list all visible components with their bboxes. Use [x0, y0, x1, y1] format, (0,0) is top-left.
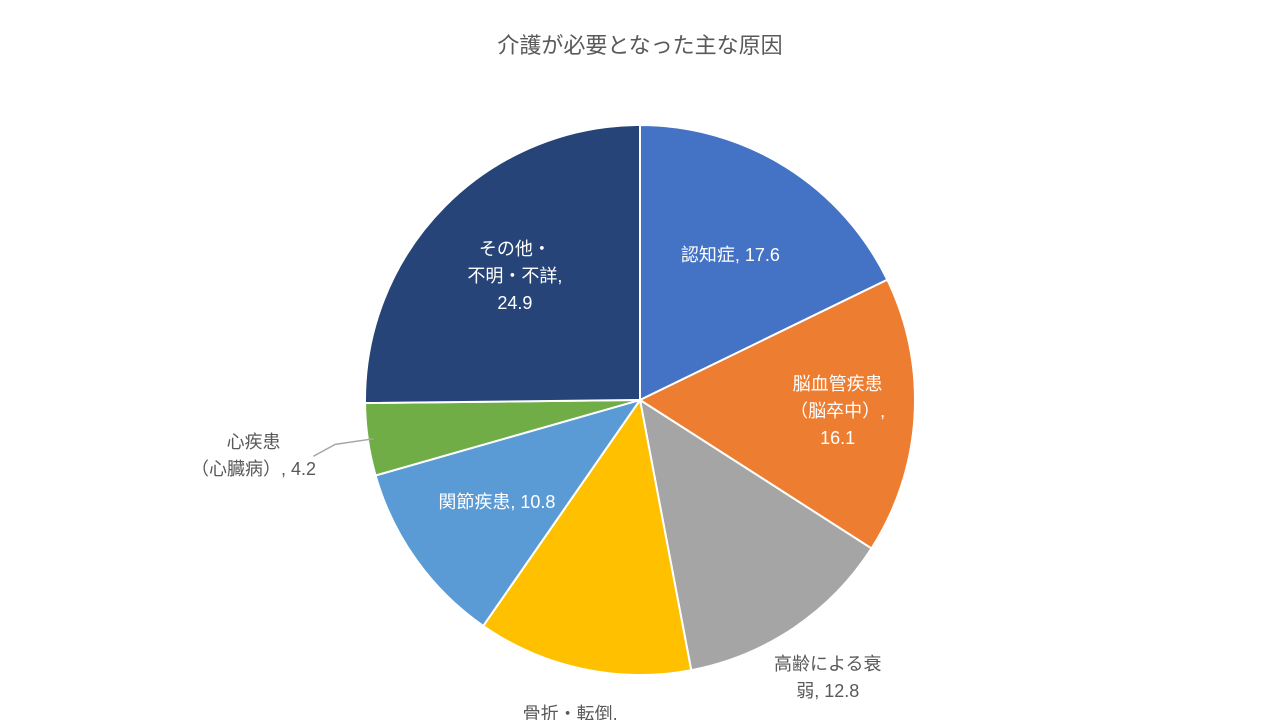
- pie-chart-container: 介護が必要となった主な原因 認知症, 17.6脳血管疾患 （脳卒中）, 16.1…: [0, 0, 1280, 720]
- pie-slices: [365, 125, 915, 675]
- pie-chart-svg: [0, 0, 1280, 720]
- pie-slice: [365, 125, 640, 403]
- leader-line: [313, 439, 373, 456]
- leader-lines: [313, 439, 373, 456]
